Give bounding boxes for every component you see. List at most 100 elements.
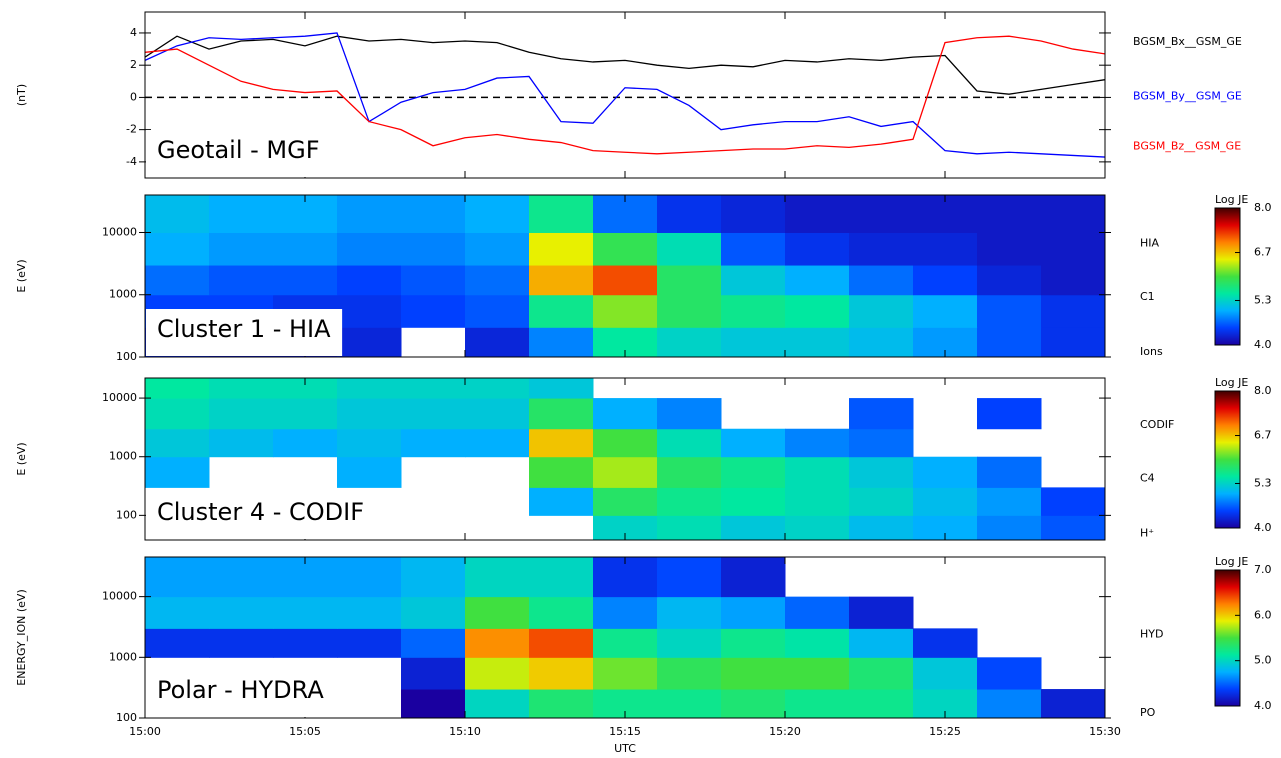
colorbar-tick-label: 4.0	[1254, 521, 1272, 534]
heat-cell	[785, 456, 850, 488]
heat-cell	[465, 378, 530, 399]
heat-cell	[401, 294, 466, 328]
heat-cell	[849, 596, 914, 629]
heat-cell	[337, 327, 402, 357]
colorbar-tick-label: 4.0	[1254, 338, 1272, 351]
heat-cell	[273, 628, 338, 658]
heat-cell	[145, 428, 210, 458]
heat-cell	[209, 628, 274, 658]
heat-cell	[465, 265, 530, 296]
heat-cell	[401, 232, 466, 266]
x-tick-label: 15:05	[289, 725, 321, 738]
heat-cell	[401, 628, 466, 658]
x-tick-label: 15:20	[769, 725, 801, 738]
colorbar	[1214, 207, 1241, 346]
y-tick-label: 100	[116, 711, 137, 724]
heat-cell	[977, 195, 1042, 233]
heat-cell	[465, 327, 530, 357]
heat-cell	[1041, 232, 1105, 266]
plot-area	[145, 195, 1105, 357]
heat-cell	[593, 596, 658, 629]
heat-cell	[337, 378, 402, 399]
heat-cell	[401, 657, 466, 690]
x-tick-label: 15:10	[449, 725, 481, 738]
y-tick-label: 1000	[109, 450, 137, 463]
plot-area	[145, 378, 1105, 540]
heat-cell	[273, 378, 338, 399]
heat-cell	[529, 557, 594, 598]
heat-cell	[1041, 265, 1105, 296]
heat-cell	[721, 557, 786, 598]
channel-label: C1	[1140, 290, 1155, 303]
heat-cell	[849, 657, 914, 690]
heat-cell	[657, 428, 722, 458]
heat-cell	[529, 232, 594, 266]
colorbar	[1214, 569, 1241, 707]
colorbar-tick-label: 6.7	[1254, 429, 1272, 442]
x-tick-label: 15:25	[929, 725, 961, 738]
heat-cell	[145, 195, 210, 233]
heat-cell	[785, 689, 850, 718]
heat-cell	[849, 398, 914, 430]
heat-cell	[657, 456, 722, 488]
heat-cell	[977, 487, 1042, 516]
heat-cell	[209, 232, 274, 266]
heat-cell	[145, 265, 210, 296]
y-axis-label: E (eV)	[15, 259, 28, 292]
heat-cell	[657, 195, 722, 233]
y-tick-label: 0	[130, 90, 137, 103]
heat-cell	[849, 628, 914, 658]
heat-cell	[593, 487, 658, 516]
heat-cell	[337, 195, 402, 233]
y-tick-label: 10000	[102, 225, 137, 238]
heat-cell	[849, 428, 914, 458]
heat-cell	[529, 657, 594, 690]
heat-cell	[273, 428, 338, 458]
heat-cell	[401, 557, 466, 598]
heat-cell	[657, 557, 722, 598]
heat-cell	[209, 195, 274, 233]
legend-label: BGSM_Bx__GSM_GE	[1133, 35, 1242, 48]
heat-cell	[209, 428, 274, 458]
panel-annotation: Geotail - MGF	[157, 136, 320, 164]
heat-cell	[913, 487, 978, 516]
heat-cell	[977, 515, 1042, 540]
heat-cell	[401, 265, 466, 296]
colorbar-tick-label: 8.0	[1254, 384, 1272, 397]
heat-cell	[849, 195, 914, 233]
heat-cell	[785, 596, 850, 629]
heat-cell	[337, 294, 402, 328]
heat-cell	[785, 657, 850, 690]
heat-cell	[529, 456, 594, 488]
heat-cell	[977, 232, 1042, 266]
heat-cell	[721, 657, 786, 690]
heat-cell	[209, 378, 274, 399]
heat-cell	[273, 596, 338, 629]
channel-label: CODIF	[1140, 418, 1174, 431]
series-line	[145, 35, 1105, 155]
heat-cell	[721, 689, 786, 718]
panel-annotation: Cluster 1 - HIA	[157, 315, 331, 343]
heat-cell	[785, 515, 850, 540]
heat-cell	[337, 596, 402, 629]
heat-cell	[465, 195, 530, 233]
heat-cell	[657, 398, 722, 430]
heat-cell	[721, 232, 786, 266]
colorbar-tick-label: 7.0	[1254, 563, 1272, 576]
heat-cell	[465, 232, 530, 266]
heat-cell	[529, 294, 594, 328]
annotation-box	[146, 130, 331, 177]
heat-cell	[913, 265, 978, 296]
heat-cell	[1041, 327, 1105, 357]
y-tick-label: 1000	[109, 650, 137, 663]
heat-cell	[785, 428, 850, 458]
heat-cell	[337, 232, 402, 266]
heat-cell	[593, 428, 658, 458]
heat-cell	[529, 398, 594, 430]
heat-cell	[465, 294, 530, 328]
heat-cell	[1041, 294, 1105, 328]
heat-cell	[1041, 487, 1105, 516]
heat-cell	[849, 456, 914, 488]
heat-cell	[849, 515, 914, 540]
colorbar-tick-label: 5.3	[1254, 293, 1272, 306]
